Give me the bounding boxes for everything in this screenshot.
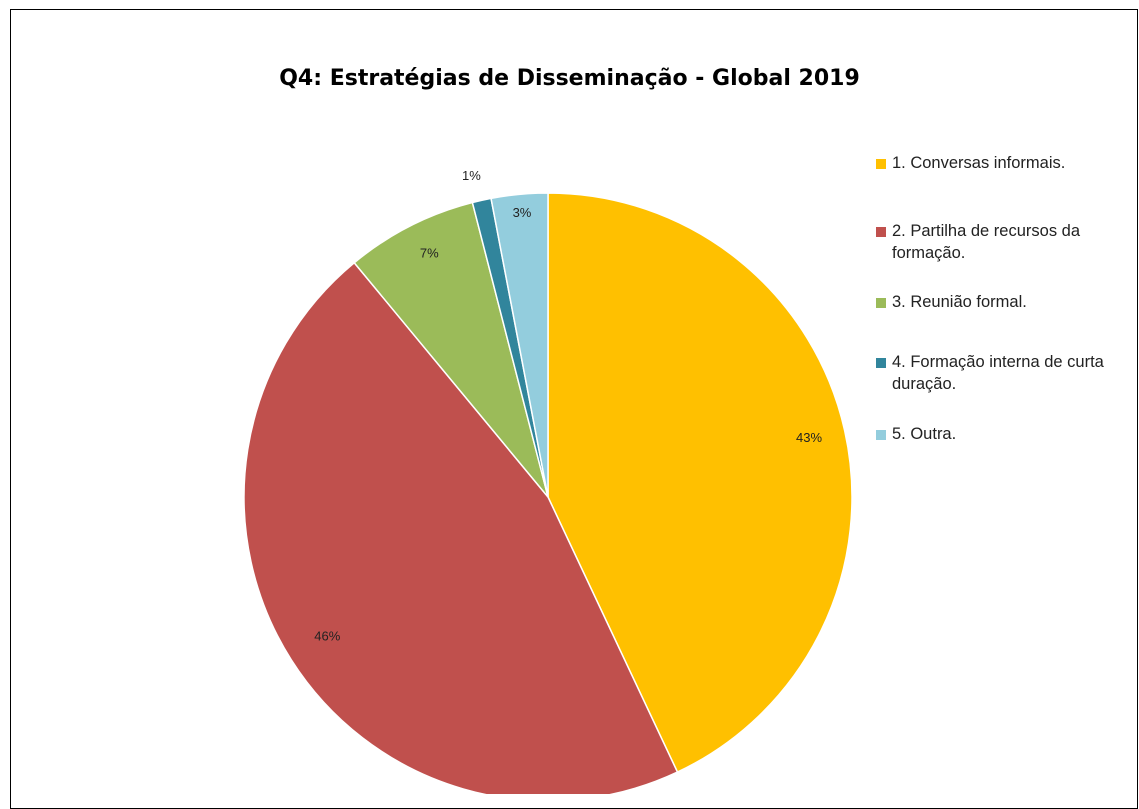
data-label: 3%	[513, 205, 532, 220]
legend-item: 1. Conversas informais.	[876, 152, 1138, 174]
data-label: 43%	[796, 430, 822, 445]
data-label: 7%	[420, 245, 439, 260]
legend-label: 1. Conversas informais.	[892, 154, 1066, 172]
legend-label: 4. Formação interna de curta duração.	[892, 353, 1104, 393]
legend-swatch	[876, 358, 886, 368]
legend-item: 2. Partilha de recursos da formação.	[876, 220, 1138, 264]
data-label: 46%	[314, 629, 340, 644]
legend-swatch	[876, 298, 886, 308]
pie-slice	[547, 192, 853, 774]
data-label: 1%	[462, 168, 481, 183]
legend-item: 5. Outra.	[876, 423, 1138, 445]
legend-swatch	[876, 430, 886, 440]
pie-slice	[243, 261, 679, 794]
legend-swatch	[876, 159, 886, 169]
chart-title: Q4: Estratégias de Disseminação - Global…	[279, 66, 860, 91]
legend-label: 5. Outra.	[892, 425, 957, 443]
legend-item: 4. Formação interna de curta duração.	[876, 351, 1138, 395]
legend-label: 3. Reunião formal.	[892, 293, 1027, 311]
legend-label: 2. Partilha de recursos da formação.	[892, 222, 1081, 262]
legend-swatch	[876, 227, 886, 237]
legend-item: 3. Reunião formal.	[876, 291, 1138, 313]
pie-slice	[353, 201, 549, 498]
pie-slice	[490, 192, 549, 498]
